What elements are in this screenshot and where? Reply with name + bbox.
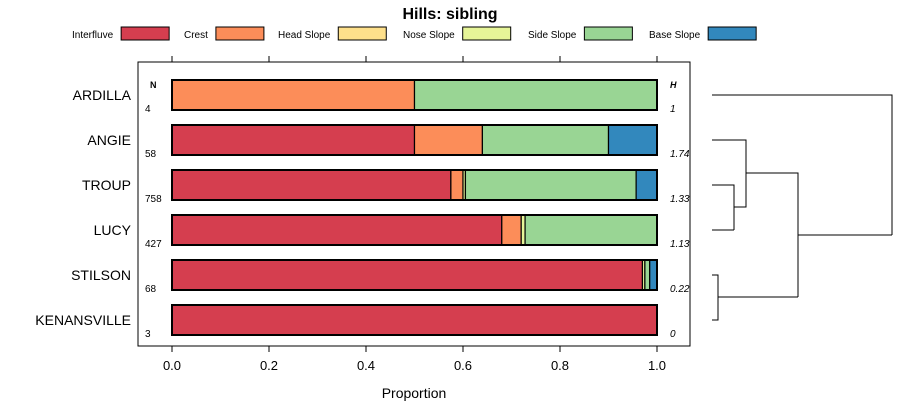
x-axis: 0.0 0.2 0.4 0.6 0.8 1.0 <box>163 56 666 373</box>
legend-swatch-nose-slope <box>462 26 512 41</box>
legend-swatch-crest <box>215 26 265 41</box>
bar-troup-base-slope <box>635 169 658 201</box>
n-value-stilson: 68 <box>145 284 157 295</box>
row-label-troup: TROUP <box>82 177 131 193</box>
legend-label-head-slope: Head Slope <box>278 30 331 41</box>
h-column-header: H <box>670 80 677 90</box>
bar-angie-side-slope <box>481 124 610 156</box>
h-value-angie: 1.74 <box>670 149 690 160</box>
x-tick-label-5: 1.0 <box>648 358 666 373</box>
legend-label-base-slope: Base Slope <box>649 30 701 41</box>
x-tick-label-2: 0.4 <box>357 358 375 373</box>
legend: Interfluve Crest Head Slope Nose Slope Side … <box>72 26 757 41</box>
legend-label-side-slope: Side Slope <box>528 30 577 41</box>
bar-troup-interfluve <box>171 169 452 201</box>
bar-outline-kenansville <box>171 304 658 336</box>
bar-outline-stilson <box>171 259 658 291</box>
row-label-lucy: LUCY <box>94 222 132 238</box>
n-value-ardilla: 4 <box>145 104 151 115</box>
legend-swatch-side-slope <box>583 26 633 41</box>
legend-swatch-interfluve <box>120 26 170 41</box>
bar-outline-lucy <box>171 214 658 246</box>
chart-title: Hills: sibling <box>402 6 497 23</box>
legend-label-crest: Crest <box>184 30 208 41</box>
x-axis-title: Proportion <box>382 385 447 401</box>
n-value-troup: 758 <box>145 194 162 205</box>
h-value-kenansville: 0 <box>670 329 676 340</box>
dendrogram <box>712 94 893 321</box>
bar-ardilla-side-slope <box>413 79 658 111</box>
legend-label-nose-slope: Nose Slope <box>403 30 455 41</box>
n-value-angie: 58 <box>145 149 157 160</box>
bar-angie-base-slope <box>607 124 658 156</box>
bar-troup-side-slope <box>464 169 637 201</box>
h-value-troup: 1.33 <box>670 194 690 205</box>
bars-group <box>171 79 658 336</box>
bar-angie-interfluve <box>171 124 416 156</box>
bar-lucy-interfluve <box>171 214 503 246</box>
dendro-link-angie-cluster <box>746 172 799 297</box>
h-value-ardilla: 1 <box>670 104 676 115</box>
x-tick-label-1: 0.2 <box>260 358 278 373</box>
h-value-lucy: 1.13 <box>670 239 690 250</box>
n-value-lucy: 427 <box>145 239 162 250</box>
row-label-stilson: STILSON <box>71 267 131 283</box>
bar-ardilla-crest <box>171 79 416 111</box>
bar-angie-crest <box>413 124 484 156</box>
n-value-kenansville: 3 <box>145 329 151 340</box>
x-tick-label-0: 0.0 <box>163 358 181 373</box>
n-column-header: N <box>150 80 157 90</box>
row-labels-group: ARDILLA 4 1 ANGIE 58 1.74 TROUP 758 1.33 LUCY 427 1… <box>35 87 690 340</box>
dendro-branch-troup <box>712 184 735 230</box>
bar-lucy-side-slope <box>524 214 658 246</box>
legend-swatch-head-slope <box>337 26 387 41</box>
bar-lucy-crest <box>501 214 522 246</box>
legend-label-interfluve: Interfluve <box>72 30 114 41</box>
dendro-branch-angie <box>712 139 747 173</box>
x-tick-label-3: 0.6 <box>454 358 472 373</box>
row-label-kenansville: KENANSVILLE <box>35 312 131 328</box>
bar-outline-ardilla <box>171 79 658 111</box>
dendro-branch-ardilla <box>712 94 893 235</box>
bar-stilson-interfluve <box>171 259 644 291</box>
bar-kenansville-interfluve <box>171 304 658 336</box>
row-label-angie: ANGIE <box>87 132 131 148</box>
row-label-ardilla: ARDILLA <box>73 87 132 103</box>
legend-swatch-base-slope <box>707 26 757 41</box>
bar-stilson-side-slope <box>644 259 651 291</box>
x-tick-label-4: 0.8 <box>551 358 569 373</box>
dendro-branch-stilson <box>712 274 719 321</box>
bar-troup-crest <box>450 169 464 201</box>
bar-stilson-base-slope <box>649 259 658 291</box>
dendro-link-troup-lucy <box>734 173 747 208</box>
plot-frame <box>137 61 691 347</box>
bar-outline-angie <box>171 124 658 156</box>
bar-outline-troup <box>171 169 658 201</box>
h-value-stilson: 0.22 <box>670 284 690 295</box>
